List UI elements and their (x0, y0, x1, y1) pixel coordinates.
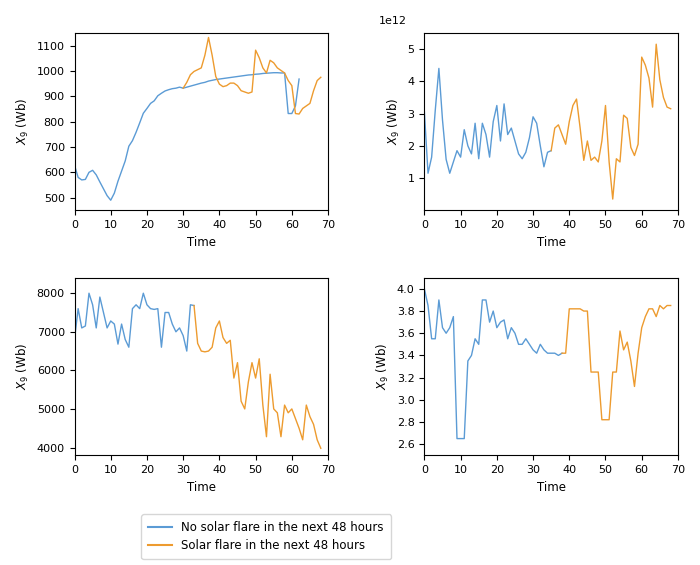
Y-axis label: $X_9$ (Wb): $X_9$ (Wb) (15, 343, 31, 390)
X-axis label: Time: Time (537, 236, 566, 249)
Y-axis label: $X_9$ (Wb): $X_9$ (Wb) (375, 343, 391, 390)
Y-axis label: $X_9$ (Wb): $X_9$ (Wb) (15, 98, 32, 145)
Y-axis label: $X_9$ (Wb): $X_9$ (Wb) (386, 98, 402, 145)
X-axis label: Time: Time (187, 236, 216, 249)
X-axis label: Time: Time (187, 480, 216, 493)
Legend: No solar flare in the next 48 hours, Solar flare in the next 48 hours: No solar flare in the next 48 hours, Sol… (141, 514, 391, 559)
X-axis label: Time: Time (537, 480, 566, 493)
Text: 1e12: 1e12 (379, 16, 407, 26)
